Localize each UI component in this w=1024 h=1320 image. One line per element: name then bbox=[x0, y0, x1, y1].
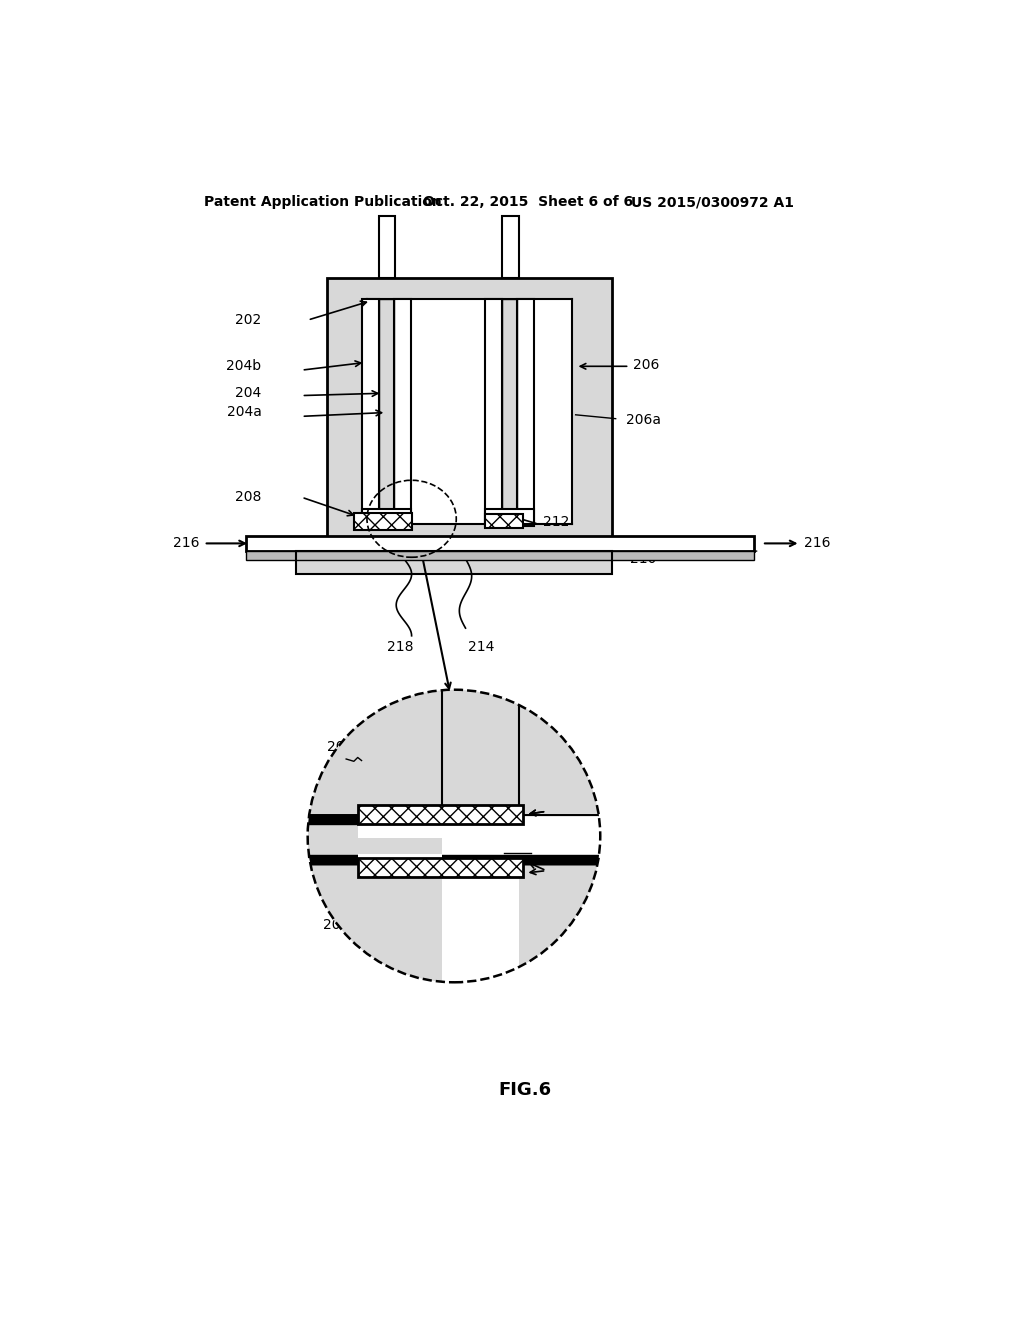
Text: 218: 218 bbox=[387, 640, 414, 655]
Bar bbox=[307, 816, 600, 825]
Bar bbox=[367, 300, 571, 524]
Text: 206a: 206a bbox=[626, 413, 660, 428]
Text: 208: 208 bbox=[323, 917, 349, 932]
Text: 204b: 204b bbox=[327, 741, 362, 755]
Bar bbox=[327, 277, 611, 548]
Bar bbox=[327, 524, 611, 548]
Bar bbox=[327, 277, 367, 548]
Text: 204b: 204b bbox=[226, 359, 261, 374]
Bar bbox=[517, 300, 535, 527]
Bar bbox=[327, 277, 611, 300]
Text: 208: 208 bbox=[236, 490, 261, 504]
Bar bbox=[442, 686, 519, 817]
Bar bbox=[246, 552, 755, 561]
Bar bbox=[502, 300, 517, 527]
Text: 210: 210 bbox=[630, 552, 656, 566]
Text: 212: 212 bbox=[543, 515, 569, 529]
Text: US 2015/0300972 A1: US 2015/0300972 A1 bbox=[631, 195, 794, 210]
Bar bbox=[484, 513, 523, 528]
Text: 204a: 204a bbox=[226, 405, 261, 420]
Text: FIG.6: FIG.6 bbox=[499, 1081, 551, 1100]
Bar bbox=[357, 858, 523, 876]
Bar bbox=[484, 508, 535, 524]
Bar bbox=[357, 854, 442, 879]
Circle shape bbox=[307, 689, 600, 982]
Text: 216: 216 bbox=[173, 536, 200, 550]
Text: Patent Application Publication: Patent Application Publication bbox=[204, 195, 441, 210]
Bar bbox=[296, 552, 611, 574]
Bar bbox=[357, 812, 442, 838]
Bar bbox=[442, 686, 519, 817]
Text: 214: 214 bbox=[504, 841, 530, 854]
Text: 202: 202 bbox=[236, 313, 261, 327]
Bar bbox=[503, 216, 519, 277]
Bar bbox=[502, 300, 517, 527]
Bar bbox=[296, 552, 611, 574]
Bar bbox=[442, 825, 519, 855]
Bar bbox=[442, 816, 735, 855]
Bar bbox=[361, 508, 411, 524]
Bar bbox=[307, 855, 677, 865]
Bar bbox=[379, 216, 395, 277]
Bar bbox=[379, 300, 394, 527]
Bar bbox=[354, 512, 412, 529]
Bar bbox=[246, 536, 755, 552]
Text: 204: 204 bbox=[236, 387, 261, 400]
Bar bbox=[357, 805, 523, 825]
Text: 214: 214 bbox=[468, 640, 495, 655]
Text: 216: 216 bbox=[804, 536, 830, 550]
Bar bbox=[484, 300, 502, 527]
Bar bbox=[327, 277, 611, 548]
Bar bbox=[394, 300, 411, 527]
Bar bbox=[361, 300, 379, 527]
Bar bbox=[519, 689, 600, 982]
Bar bbox=[307, 689, 442, 982]
Text: Oct. 22, 2015  Sheet 6 of 6: Oct. 22, 2015 Sheet 6 of 6 bbox=[423, 195, 633, 210]
Bar bbox=[571, 277, 611, 548]
Bar bbox=[379, 300, 394, 527]
Text: 206: 206 bbox=[634, 358, 659, 372]
Text: 218: 218 bbox=[497, 729, 523, 743]
